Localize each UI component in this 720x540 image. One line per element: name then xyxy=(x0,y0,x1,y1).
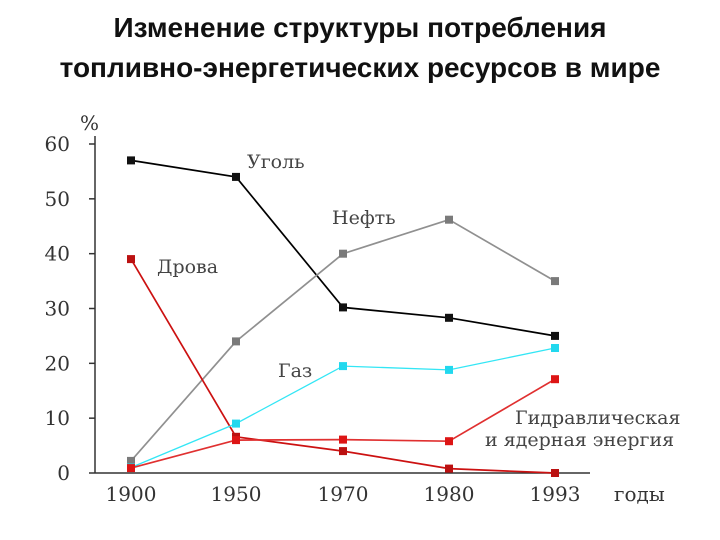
series-point xyxy=(127,156,135,165)
y-tick-label: 60 xyxy=(45,132,70,156)
chart-labels: % годы Уголь Нефть Дрова Газ Гидравличес… xyxy=(80,111,681,506)
series-point xyxy=(232,337,240,346)
series-point xyxy=(339,303,347,312)
y-tick-label: 20 xyxy=(45,351,70,375)
series-point xyxy=(445,215,453,224)
series-point xyxy=(445,313,453,322)
series-point xyxy=(232,436,240,445)
chart-ticks: 0 10 20 30 40 50 60 1900 1950 1970 1980 1993 xyxy=(45,132,581,506)
series-point xyxy=(339,362,347,371)
series-point xyxy=(445,437,453,446)
y-tick-label: 50 xyxy=(45,187,70,211)
series-label-hydro-line2: и ядерная энергия xyxy=(485,429,674,451)
series-point xyxy=(551,469,559,477)
title-line-1: Изменение структуры потребления xyxy=(113,12,607,43)
series-label-oil: Нефть xyxy=(332,207,396,229)
series-label-wood: Дрова xyxy=(157,256,218,278)
series-point xyxy=(127,255,135,264)
series-point xyxy=(127,464,135,473)
y-axis-unit-label: % xyxy=(80,111,99,135)
x-tick-label: 1950 xyxy=(211,482,262,506)
x-tick-label: 1900 xyxy=(106,482,157,506)
x-axis-label: годы xyxy=(614,482,665,506)
series-point xyxy=(445,464,453,473)
series-point xyxy=(551,331,559,340)
series-point xyxy=(339,249,347,258)
chart-markers xyxy=(127,156,559,477)
series-label-coal: Уголь xyxy=(247,151,305,173)
page-title: Изменение структуры потребления топливно… xyxy=(0,8,720,88)
series-point xyxy=(232,419,240,428)
series-point xyxy=(339,447,347,456)
y-tick-label: 40 xyxy=(45,242,70,266)
chart-axes xyxy=(94,136,590,474)
series-point xyxy=(445,365,453,374)
series-label-hydro-line1: Гидравлическая xyxy=(515,407,681,429)
y-tick-label: 10 xyxy=(45,406,70,430)
series-point xyxy=(232,172,240,181)
series-label-gas: Газ xyxy=(278,360,312,382)
series-point xyxy=(551,375,559,384)
x-tick-label: 1970 xyxy=(318,482,369,506)
y-tick-label: 30 xyxy=(45,297,70,321)
series-point xyxy=(339,435,347,444)
title-line-2: топливно-энергетических ресурсов в мире xyxy=(59,52,661,83)
series-point xyxy=(127,456,135,465)
y-tick-label: 0 xyxy=(57,461,70,485)
series-point xyxy=(551,344,559,352)
series-point xyxy=(551,277,559,286)
x-tick-label: 1993 xyxy=(530,482,581,506)
x-tick-label: 1980 xyxy=(424,482,475,506)
